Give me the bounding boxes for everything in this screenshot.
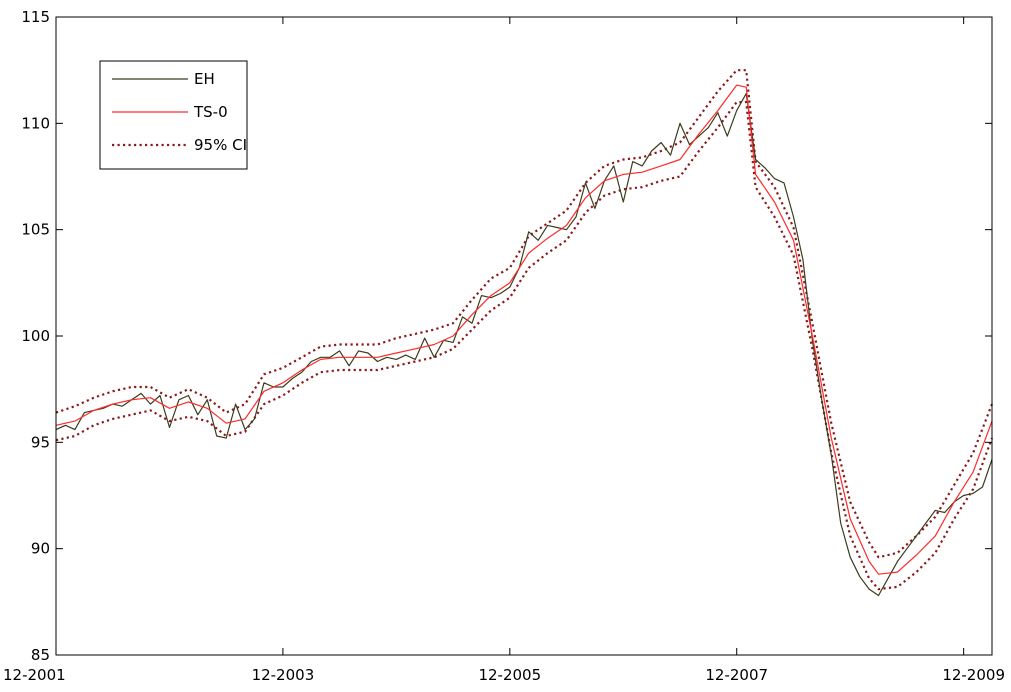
axis-ticks: 85 90 95 100 105 110 115 12-2001 12-2003 12-2005 1… xyxy=(3,8,1005,684)
series-layer xyxy=(55,69,994,597)
y-tick-label: 115 xyxy=(21,8,50,26)
series-line-ts-0 xyxy=(55,84,993,575)
y-tick-label: 110 xyxy=(21,114,50,132)
legend-label: 95% CI xyxy=(194,136,247,154)
x-tick-label: 12-2005 xyxy=(478,666,541,684)
series-line-ci-lower xyxy=(55,100,994,591)
y-tick-label: 85 xyxy=(31,646,50,664)
x-tick-label: 12-2003 xyxy=(252,666,315,684)
y-tick-label: 90 xyxy=(31,540,50,558)
y-tick-label: 100 xyxy=(21,327,50,345)
legend-label: TS-0 xyxy=(193,103,228,121)
series-line-eh xyxy=(55,92,993,597)
y-tick-label: 105 xyxy=(21,221,50,239)
legend: EH TS-0 95% CI xyxy=(99,60,248,170)
x-tick-label: 12-2001 xyxy=(3,666,66,684)
x-tick-label: 12-2007 xyxy=(705,666,768,684)
legend-label: EH xyxy=(194,70,215,88)
x-tick-label: 12-2009 xyxy=(942,666,1005,684)
y-tick-label: 95 xyxy=(31,433,50,451)
